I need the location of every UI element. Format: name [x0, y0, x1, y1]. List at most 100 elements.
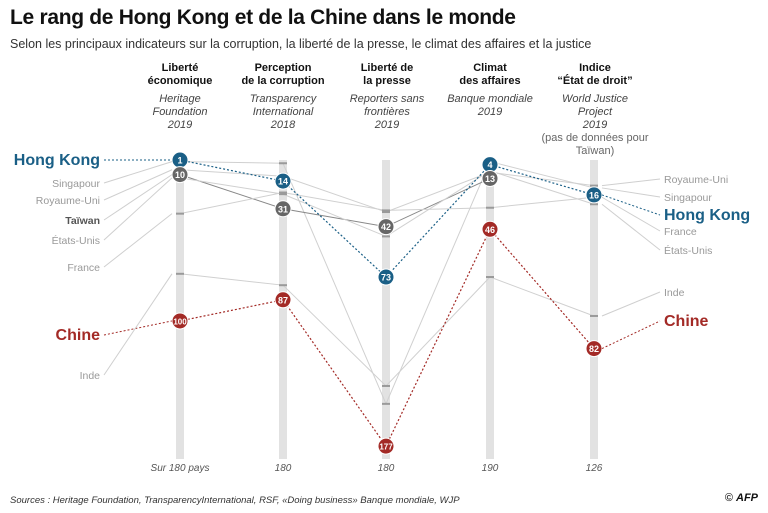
- right-label--tats-unis: États-Unis: [664, 244, 712, 257]
- series-value-label-hong-kong: 1: [177, 156, 182, 166]
- afp-logo: AFP: [736, 492, 758, 504]
- series-point-ta-wan: [377, 218, 395, 236]
- series-point-ta-wan: [481, 169, 499, 187]
- series-tick-inde: [176, 272, 184, 275]
- series-value-label-hong-kong: 14: [278, 177, 288, 187]
- series-tick-france: [176, 212, 184, 215]
- indicator-header-1: Perception de la corruption Transparency…: [218, 62, 348, 132]
- axis-bar-2: [382, 160, 390, 459]
- indicator-source-line1: Reporters sans: [349, 93, 425, 105]
- series-tick--tats-unis: [590, 203, 598, 206]
- indicator-name-line1: Liberté de: [360, 62, 414, 74]
- indicator-source-line1: Banque mondiale: [447, 93, 533, 105]
- chart-subtitle: Selon les principaux indicateurs sur la …: [10, 37, 592, 51]
- series-tick-france: [486, 206, 494, 209]
- series-value-label-ta-wan: 13: [485, 174, 495, 184]
- left-label-hong-kong: Hong Kong: [14, 152, 100, 169]
- indicator-name-line2: de la corruption: [241, 75, 325, 87]
- right-label-inde: Inde: [664, 287, 685, 299]
- indicator-year: 2019: [374, 119, 400, 131]
- left-label-singapour: Singapour: [52, 178, 100, 190]
- indicator-year: 2018: [270, 119, 296, 131]
- right-label-singapour: Singapour: [664, 192, 712, 204]
- right-label-france: France: [664, 226, 697, 238]
- indicator-source-line2: frontières: [364, 106, 410, 118]
- series-point-chine: [274, 291, 292, 309]
- left-label-chine: Chine: [56, 327, 101, 344]
- left-connector-singapour: [103, 161, 173, 184]
- series-tick-royaume-uni: [590, 184, 598, 187]
- indicator-name-line2: des affaires: [459, 75, 521, 87]
- right-connector-chine: [601, 320, 661, 350]
- right-label-hong-kong: Hong Kong: [664, 207, 750, 224]
- series-tick--tats-unis: [279, 193, 287, 196]
- series-tick-inde: [382, 384, 390, 387]
- series-line-ta-wan: [179, 174, 491, 228]
- indicator-name-line2: la presse: [363, 75, 411, 87]
- series-value-label-ta-wan: 42: [381, 222, 391, 232]
- indicator-name-line1: Climat: [473, 62, 507, 74]
- series-value-label-hong-kong: 4: [487, 160, 492, 170]
- left-label-royaume-uni: Royaume-Uni: [36, 195, 100, 207]
- indicator-name-line1: Perception: [254, 62, 312, 74]
- indicator-year: 2019: [167, 119, 193, 131]
- indicator-name-line1: Indice: [579, 62, 611, 74]
- indicator-note: (pas de données pour Taïwan): [541, 132, 649, 157]
- indicator-source-line2: International: [252, 106, 314, 118]
- series-value-label-chine: 87: [278, 295, 288, 305]
- agency-credit: © AFP: [725, 492, 758, 504]
- series-value-label-ta-wan: 31: [278, 204, 288, 214]
- right-label-chine: Chine: [664, 313, 709, 330]
- left-connector-france: [103, 213, 173, 268]
- indicator-header-3: Climat des affaires Banque mondiale 2019: [425, 62, 555, 119]
- axis-bar-0: [176, 160, 184, 459]
- series-value-label-ta-wan: 10: [175, 170, 185, 180]
- indicator-name-line2: “État de droit”: [557, 75, 633, 87]
- indicator-year: 2019: [477, 106, 503, 118]
- axis-total-label: 180: [378, 463, 395, 474]
- series-point-chine: [481, 220, 499, 238]
- right-connector-inde: [601, 291, 661, 317]
- series-point-hong-kong: [377, 268, 395, 286]
- indicator-header-2: Liberté de la presse Reporters sans fron…: [322, 62, 452, 132]
- series-value-label-chine: 82: [589, 344, 599, 354]
- right-connector-royaume-uni: [601, 178, 661, 187]
- left-connector-ta-wan: [103, 174, 173, 221]
- right-connector-france: [601, 196, 661, 232]
- series-tick-inde: [486, 276, 494, 279]
- right-connector-hong-kong: [601, 194, 661, 216]
- indicator-source-line1: World Justice: [561, 93, 629, 105]
- sources-footer: Sources : Heritage Foundation, Transpare…: [10, 495, 460, 506]
- axis-total-label: 126: [586, 463, 603, 474]
- indicator-source-line2: Foundation: [152, 106, 208, 118]
- right-connector--tats-unis: [601, 203, 661, 251]
- left-label-france: France: [67, 262, 100, 274]
- axis-bar-4: [590, 160, 598, 459]
- indicator-header-4: Indice “État de droit” World Justice Pro…: [530, 62, 660, 158]
- left-label-ta-wan: Taïwan: [65, 215, 100, 227]
- series-value-label-hong-kong: 16: [589, 190, 599, 200]
- series-tick-france: [382, 209, 390, 212]
- series-tick-singapour: [279, 162, 287, 165]
- axis-total-label: 180: [275, 463, 292, 474]
- right-label-royaume-uni: Royaume-Uni: [664, 174, 728, 186]
- series-value-label-chine: 177: [379, 443, 393, 452]
- series-value-label-hong-kong: 73: [381, 273, 391, 283]
- indicator-header-0: Liberté économique Heritage Foundation 2…: [115, 62, 245, 132]
- series-point-ta-wan: [274, 200, 292, 218]
- series-point-chine: [377, 437, 395, 455]
- series-tick--tats-unis: [382, 235, 390, 238]
- indicator-source-line2: Project: [577, 106, 613, 118]
- indicator-source-line1: Transparency: [249, 93, 317, 105]
- axis-bar-1: [279, 160, 287, 459]
- right-connector-singapour: [601, 187, 661, 198]
- left-connector-chine: [103, 320, 173, 336]
- indicator-year: 2019: [582, 119, 608, 131]
- chart-title: Le rang de Hong Kong et de la Chine dans…: [10, 6, 516, 29]
- series-point-hong-kong: [274, 172, 292, 190]
- left-connector--tats-unis: [103, 177, 173, 241]
- indicator-name-line2: économique: [147, 75, 213, 87]
- left-label--tats-unis: États-Unis: [52, 234, 100, 247]
- series-value-label-chine: 46: [485, 225, 495, 235]
